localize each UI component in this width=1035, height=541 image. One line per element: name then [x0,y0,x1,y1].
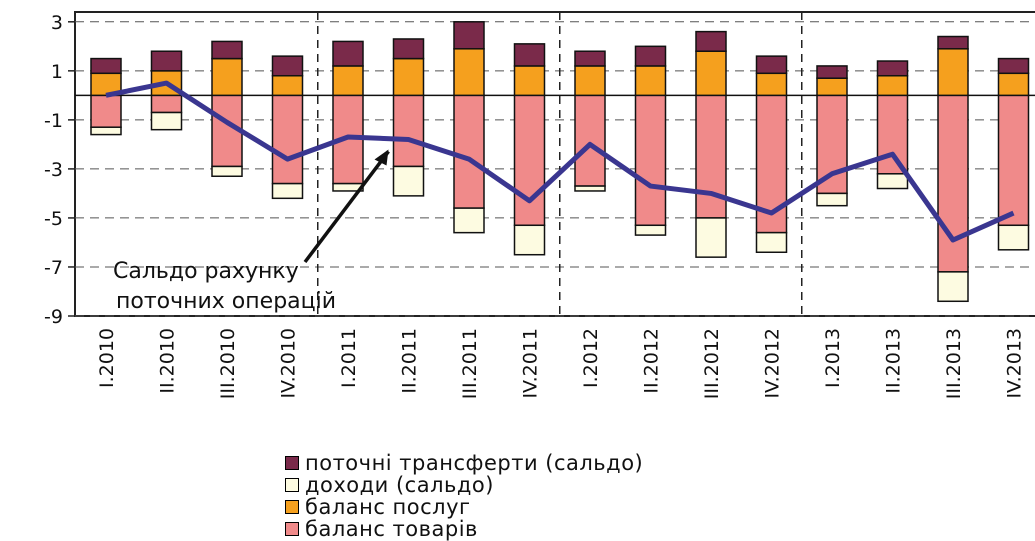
y-tick-label: -5 [44,208,63,230]
legend-swatch-transfers [285,456,299,470]
bar-segment [816,77,848,97]
bar-segment [150,111,183,131]
y-tick-label: 3 [51,12,63,34]
bar-segment [453,48,485,97]
bar-segment [634,45,667,67]
bar-segment [211,57,243,97]
bar-segment [937,35,969,50]
bar-segment [755,231,788,254]
annotation-arrowhead [374,149,389,166]
bar-segment [453,207,485,234]
legend-item-goods: баланс товарів [285,518,643,540]
bar-segment [90,57,122,75]
bar-segment [937,94,969,273]
x-tick-label: IV.2013 [1004,328,1026,399]
bar-segment [453,94,485,209]
bar-segment [937,271,969,303]
y-tick-label: -9 [44,306,63,328]
legend-item-transfers: поточні трансферти (сальдо) [285,452,643,474]
balance-line [105,80,1015,243]
x-tick-label: III.2013 [943,328,965,399]
chart-canvas: 3 1 -1 -3 -5 -7 -9 Сальдо рахунку поточних опера… [44,11,1035,399]
bar-segment [574,94,606,187]
bar-segment [211,40,243,60]
bar-segment [271,182,304,200]
bar-segment [816,65,848,79]
bar-segment [513,43,546,67]
bar-segment [392,38,425,60]
legend-swatch-goods [285,522,299,536]
bar-segment [816,192,848,207]
legend-swatch-income [285,478,299,492]
bar-segment [876,60,909,77]
x-tick-label: II.2010 [157,328,179,394]
x-tick-label: I.2012 [580,328,602,388]
x-tick-label: II.2013 [883,328,905,394]
y-tick-label: -3 [44,159,63,181]
x-tick-label: IV.2012 [762,328,784,399]
bar-segment [997,72,1030,97]
bar-segment [513,65,546,97]
bar-segment [513,224,546,256]
y-tick-label: 1 [51,61,63,83]
bar-segment [634,224,667,236]
bar-segment [997,57,1030,75]
bar-segment [211,165,243,178]
bar-segment [90,94,122,128]
bar-segment [574,50,606,67]
bar-segment [876,74,909,97]
annotation-arrow [303,150,390,264]
x-tick-label: III.2010 [217,328,239,399]
bar-segment [150,50,183,72]
x-tick-label: III.2012 [701,328,723,399]
bar-segment [332,65,364,97]
bar-segment [755,72,788,97]
x-tick-label: IV.2010 [278,328,300,399]
annotation-text: Сальдо рахунку [113,259,299,284]
legend-item-income: доходи (сальдо) [285,474,643,496]
x-tick-label: IV.2011 [520,328,542,399]
bar-segment [392,165,425,197]
bar-segment [997,224,1030,251]
bar-segment [574,65,606,97]
legend: поточні трансферти (сальдо) доходи (саль… [285,452,643,540]
legend-label-goods: баланс товарів [305,517,478,541]
bar-segment [634,94,667,227]
y-tick-label: -7 [44,257,63,279]
x-tick-label: I.2013 [822,328,844,388]
legend-label-transfers: поточні трансферти (сальдо) [305,451,644,475]
bar-segment [695,50,727,97]
bar-segment [392,94,425,168]
bar-segment [937,48,969,97]
x-tick-label: I.2010 [96,328,118,388]
bar-segment [90,126,122,136]
bar-segment [332,40,364,67]
bar-segment [392,57,425,97]
legend-label-income: доходи (сальдо) [305,473,494,497]
bar-segment [876,173,909,190]
bar-segment [695,30,727,52]
x-tick-label: II.2011 [399,328,421,394]
annotation-text: поточних операцій [116,289,336,314]
legend-item-services: баланс послуг [285,496,643,518]
x-tick-label: III.2011 [459,328,481,399]
bar-segment [150,94,183,114]
bar-segment [271,55,304,77]
bar-segment [876,94,909,175]
bar-segment [453,21,485,50]
bar-segment [634,65,667,97]
x-tick-label: II.2012 [641,328,663,394]
y-tick-label: -1 [44,110,63,132]
bar-segment [997,94,1030,227]
bar-segment [513,94,546,227]
bar-segment [271,74,304,97]
x-tick-label: I.2011 [338,328,360,388]
bar-segment [755,55,788,75]
legend-label-services: баланс послуг [305,495,471,519]
bar-segment [695,217,727,258]
bar-segment [271,94,304,185]
bar-segment [574,185,606,192]
bar-segment [695,94,727,219]
legend-swatch-services [285,500,299,514]
